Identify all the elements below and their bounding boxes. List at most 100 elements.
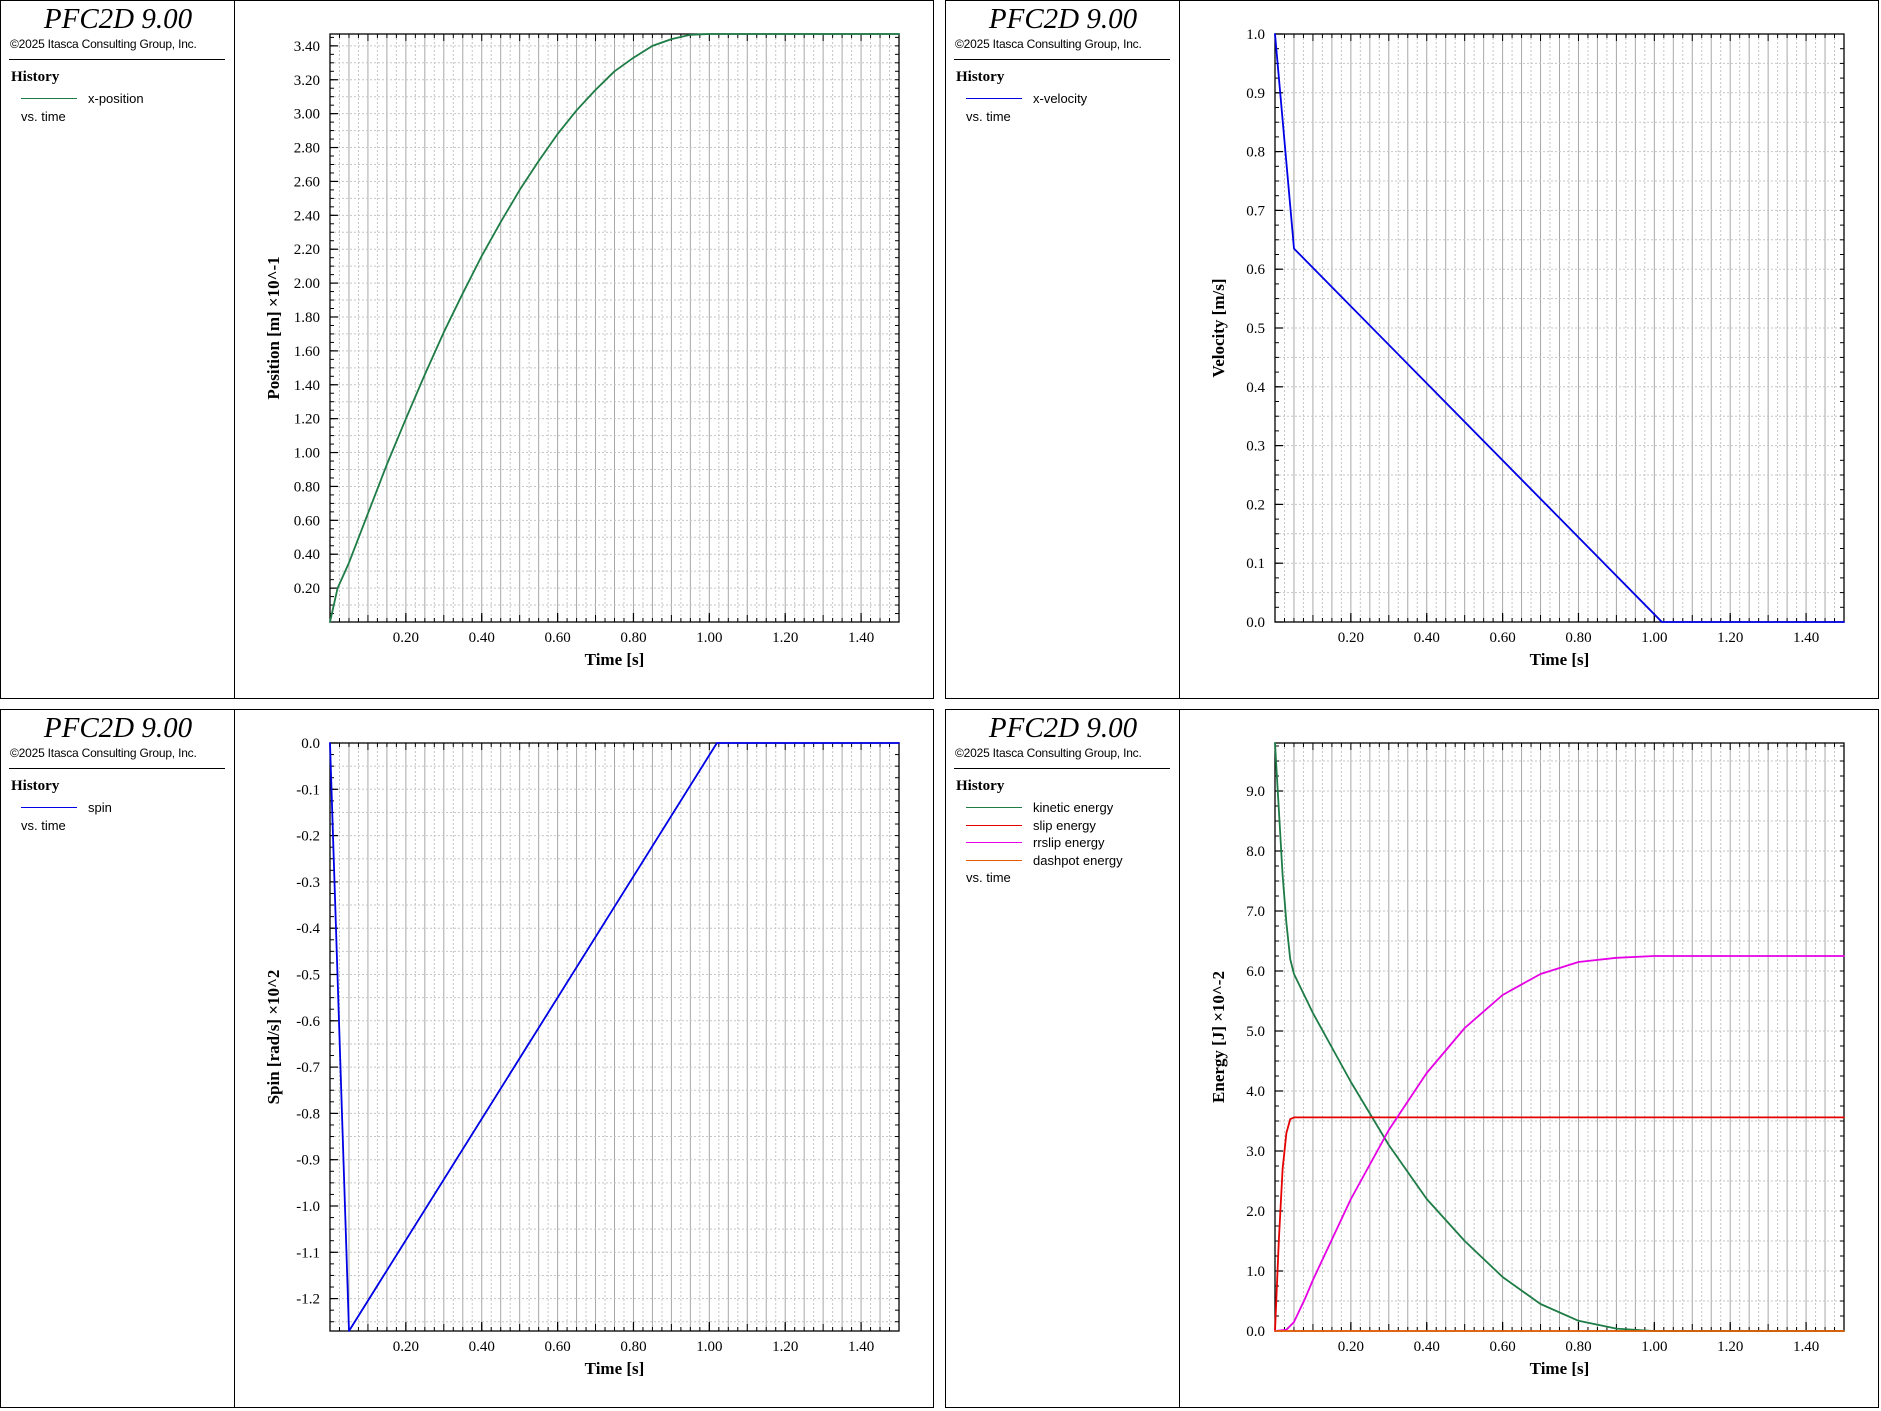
y-tick-label: 2.80 xyxy=(294,141,320,157)
x-tick-label: 1.20 xyxy=(1717,630,1743,646)
legend-label: dashpot energy xyxy=(1033,852,1123,868)
y-tick-label: -1.0 xyxy=(296,1199,320,1215)
y-tick-label: 1.0 xyxy=(1246,1264,1265,1280)
y-tick-label: 0.4 xyxy=(1246,380,1265,396)
x-tick-label: 1.20 xyxy=(772,630,798,646)
x-axis-title: Time [s] xyxy=(1530,650,1590,669)
legend-swatch xyxy=(966,842,1022,843)
grid xyxy=(1275,34,1844,622)
legend-box: PFC2D 9.00 ©2025 Itasca Consulting Group… xyxy=(1,710,235,1407)
x-tick-label: 0.20 xyxy=(1338,1339,1364,1355)
y-tick-label: 0.0 xyxy=(1246,615,1265,631)
y-tick-label: -0.2 xyxy=(296,829,320,845)
y-tick-label: 3.0 xyxy=(1246,1144,1265,1160)
y-tick-label: -0.3 xyxy=(296,875,320,891)
title-divider xyxy=(9,59,225,60)
y-tick-label: 0.0 xyxy=(301,736,320,752)
copyright: ©2025 Itasca Consulting Group, Inc. xyxy=(10,746,197,760)
history-panel-0: PFC2D 9.00 ©2025 Itasca Consulting Group… xyxy=(0,0,934,699)
y-tick-label: 3.40 xyxy=(294,39,320,55)
y-tick-label: 8.0 xyxy=(1246,844,1265,860)
y-tick-label: 2.0 xyxy=(1246,1204,1265,1220)
y-tick-label: 1.40 xyxy=(294,378,320,394)
x-tick-label: 1.40 xyxy=(848,1339,874,1355)
x-tick-label: 0.40 xyxy=(469,1339,495,1355)
x-tick-label: 0.60 xyxy=(1489,1339,1515,1355)
x-tick-label: 1.20 xyxy=(1717,1339,1743,1355)
y-tick-label: 2.20 xyxy=(294,242,320,258)
history-panel-1: PFC2D 9.00 ©2025 Itasca Consulting Group… xyxy=(945,0,1879,699)
app-title: PFC2D 9.00 xyxy=(43,712,193,744)
chart-plot: 0.20 0.40 0.60 0.80 1.00 1.20 1.40 0.0 -0.1 -0.2 -… xyxy=(264,736,900,1378)
x-tick-label: 0.20 xyxy=(393,630,419,646)
legend-swatch xyxy=(966,824,1022,826)
legend-label: rrslip energy xyxy=(1033,835,1105,850)
x-axis-title: Time [s] xyxy=(1530,1359,1590,1378)
y-tick-label: 0.60 xyxy=(294,513,320,529)
history-panel-2: PFC2D 9.00 ©2025 Itasca Consulting Group… xyxy=(0,709,934,1408)
y-tick-label: -0.6 xyxy=(296,1014,320,1030)
series-line xyxy=(1274,1116,1845,1332)
legend-label: slip energy xyxy=(1033,817,1096,833)
y-axis-title: Position [m] ×10^-1 xyxy=(264,256,283,399)
copyright: ©2025 Itasca Consulting Group, Inc. xyxy=(955,746,1142,760)
y-tick-label: 1.00 xyxy=(294,446,320,462)
y-tick-label: 6.0 xyxy=(1246,964,1265,980)
title-divider xyxy=(9,768,225,769)
copyright: ©2025 Itasca Consulting Group, Inc. xyxy=(10,37,197,51)
y-tick-label: 2.40 xyxy=(294,208,320,224)
x-tick-label: 1.40 xyxy=(848,630,874,646)
axis-ticks xyxy=(330,743,899,1331)
y-tick-label: 1.20 xyxy=(294,412,320,428)
y-tick-label: -1.1 xyxy=(296,1245,320,1261)
x-tick-label: 0.80 xyxy=(1565,630,1591,646)
y-tick-label: 2.60 xyxy=(294,174,320,190)
legend-box: PFC2D 9.00 ©2025 Itasca Consulting Group… xyxy=(1,1,235,698)
series-line xyxy=(329,742,900,1332)
x-tick-label: 1.40 xyxy=(1793,630,1819,646)
series-line xyxy=(1274,955,1845,1332)
y-tick-label: 0.7 xyxy=(1246,203,1265,219)
y-axis-title: Energy [J] ×10^-2 xyxy=(1209,971,1228,1103)
vs-time-label: vs. time xyxy=(966,108,1011,124)
legend-label: x-velocity xyxy=(1033,91,1088,106)
y-tick-label: 1.80 xyxy=(294,310,320,326)
series-line xyxy=(329,33,900,623)
legend-label: kinetic energy xyxy=(1033,800,1114,815)
x-tick-label: 0.80 xyxy=(620,630,646,646)
legend-heading: History xyxy=(11,69,60,85)
legend-swatch xyxy=(966,807,1022,808)
x-tick-label: 0.80 xyxy=(1565,1339,1591,1355)
y-tick-label: -0.7 xyxy=(296,1060,320,1076)
y-tick-label: 0.1 xyxy=(1246,556,1265,572)
y-tick-label: 0.9 xyxy=(1246,86,1265,102)
vs-time-label: vs. time xyxy=(21,108,66,124)
y-tick-label: 0.40 xyxy=(294,547,320,563)
y-tick-label: 3.20 xyxy=(294,73,320,89)
x-tick-label: 0.80 xyxy=(620,1339,646,1355)
x-tick-label: 1.00 xyxy=(1641,1339,1667,1355)
x-tick-label: 0.40 xyxy=(1414,1339,1440,1355)
x-tick-label: 0.20 xyxy=(1338,630,1364,646)
x-axis-title: Time [s] xyxy=(585,650,645,669)
legend-swatch xyxy=(966,859,1022,861)
x-tick-label: 0.60 xyxy=(1489,630,1515,646)
history-panel-3: PFC2D 9.00 ©2025 Itasca Consulting Group… xyxy=(945,709,1879,1408)
y-tick-label: 1.60 xyxy=(294,344,320,360)
y-tick-label: -0.9 xyxy=(296,1153,320,1169)
y-tick-label: 7.0 xyxy=(1246,904,1265,920)
y-tick-label: 9.0 xyxy=(1246,784,1265,800)
app-title: PFC2D 9.00 xyxy=(988,3,1138,35)
legend-swatch xyxy=(21,98,77,99)
y-tick-label: 0.8 xyxy=(1246,145,1265,161)
title-divider xyxy=(954,768,1170,769)
legend-heading: History xyxy=(11,778,60,794)
y-tick-label: 5.0 xyxy=(1246,1024,1265,1040)
legend-label: x-position xyxy=(88,91,144,106)
y-tick-label: 0.5 xyxy=(1246,321,1265,337)
y-tick-label: 2.00 xyxy=(294,276,320,292)
y-tick-label: 0.6 xyxy=(1246,262,1265,278)
x-tick-label: 1.00 xyxy=(1641,630,1667,646)
y-tick-label: 0.80 xyxy=(294,479,320,495)
y-tick-label: -0.1 xyxy=(296,782,320,798)
